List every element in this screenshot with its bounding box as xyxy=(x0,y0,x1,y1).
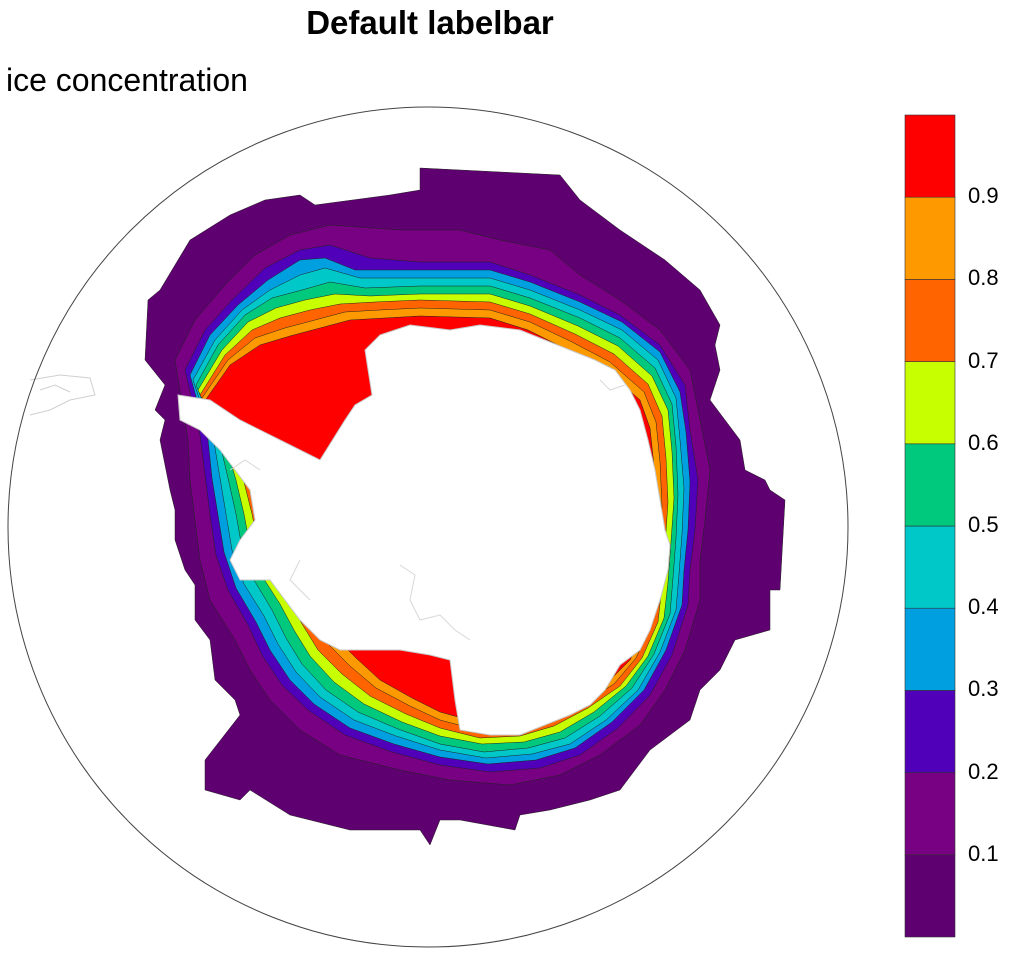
labelbar-label: 0.1 xyxy=(968,840,999,866)
plot-title: Default labelbar xyxy=(306,4,554,41)
labelbar-label: 0.6 xyxy=(968,429,999,455)
labelbar-swatch xyxy=(904,114,956,198)
globe-boundary xyxy=(7,106,849,948)
sea-ice-layers xyxy=(144,167,786,846)
labelbar-swatch xyxy=(904,196,956,280)
labelbar-swatch xyxy=(904,772,956,856)
antarctica-continent xyxy=(177,324,671,736)
variable-subtitle: ice concentration xyxy=(6,62,248,98)
labelbar-label: 0.7 xyxy=(968,347,999,373)
coastline-detail xyxy=(229,379,626,641)
labelbar-label: 0.9 xyxy=(968,183,999,209)
labelbar xyxy=(904,114,956,938)
labelbar-label: 0.8 xyxy=(968,265,999,291)
labelbar-label: 0.2 xyxy=(968,758,999,784)
labelbar-swatch xyxy=(904,690,956,773)
labelbar-swatch xyxy=(904,361,956,445)
labelbar-label: 0.4 xyxy=(968,594,999,620)
labelbar-swatch xyxy=(904,443,956,527)
labelbar-swatch xyxy=(904,279,956,362)
labelbar-label: 0.5 xyxy=(968,512,999,537)
labelbar-swatch xyxy=(904,525,956,609)
land-outline-left xyxy=(29,374,96,416)
labelbar-swatch xyxy=(904,854,956,938)
labelbar-swatch xyxy=(904,607,956,691)
labelbar-label: 0.3 xyxy=(968,676,999,702)
